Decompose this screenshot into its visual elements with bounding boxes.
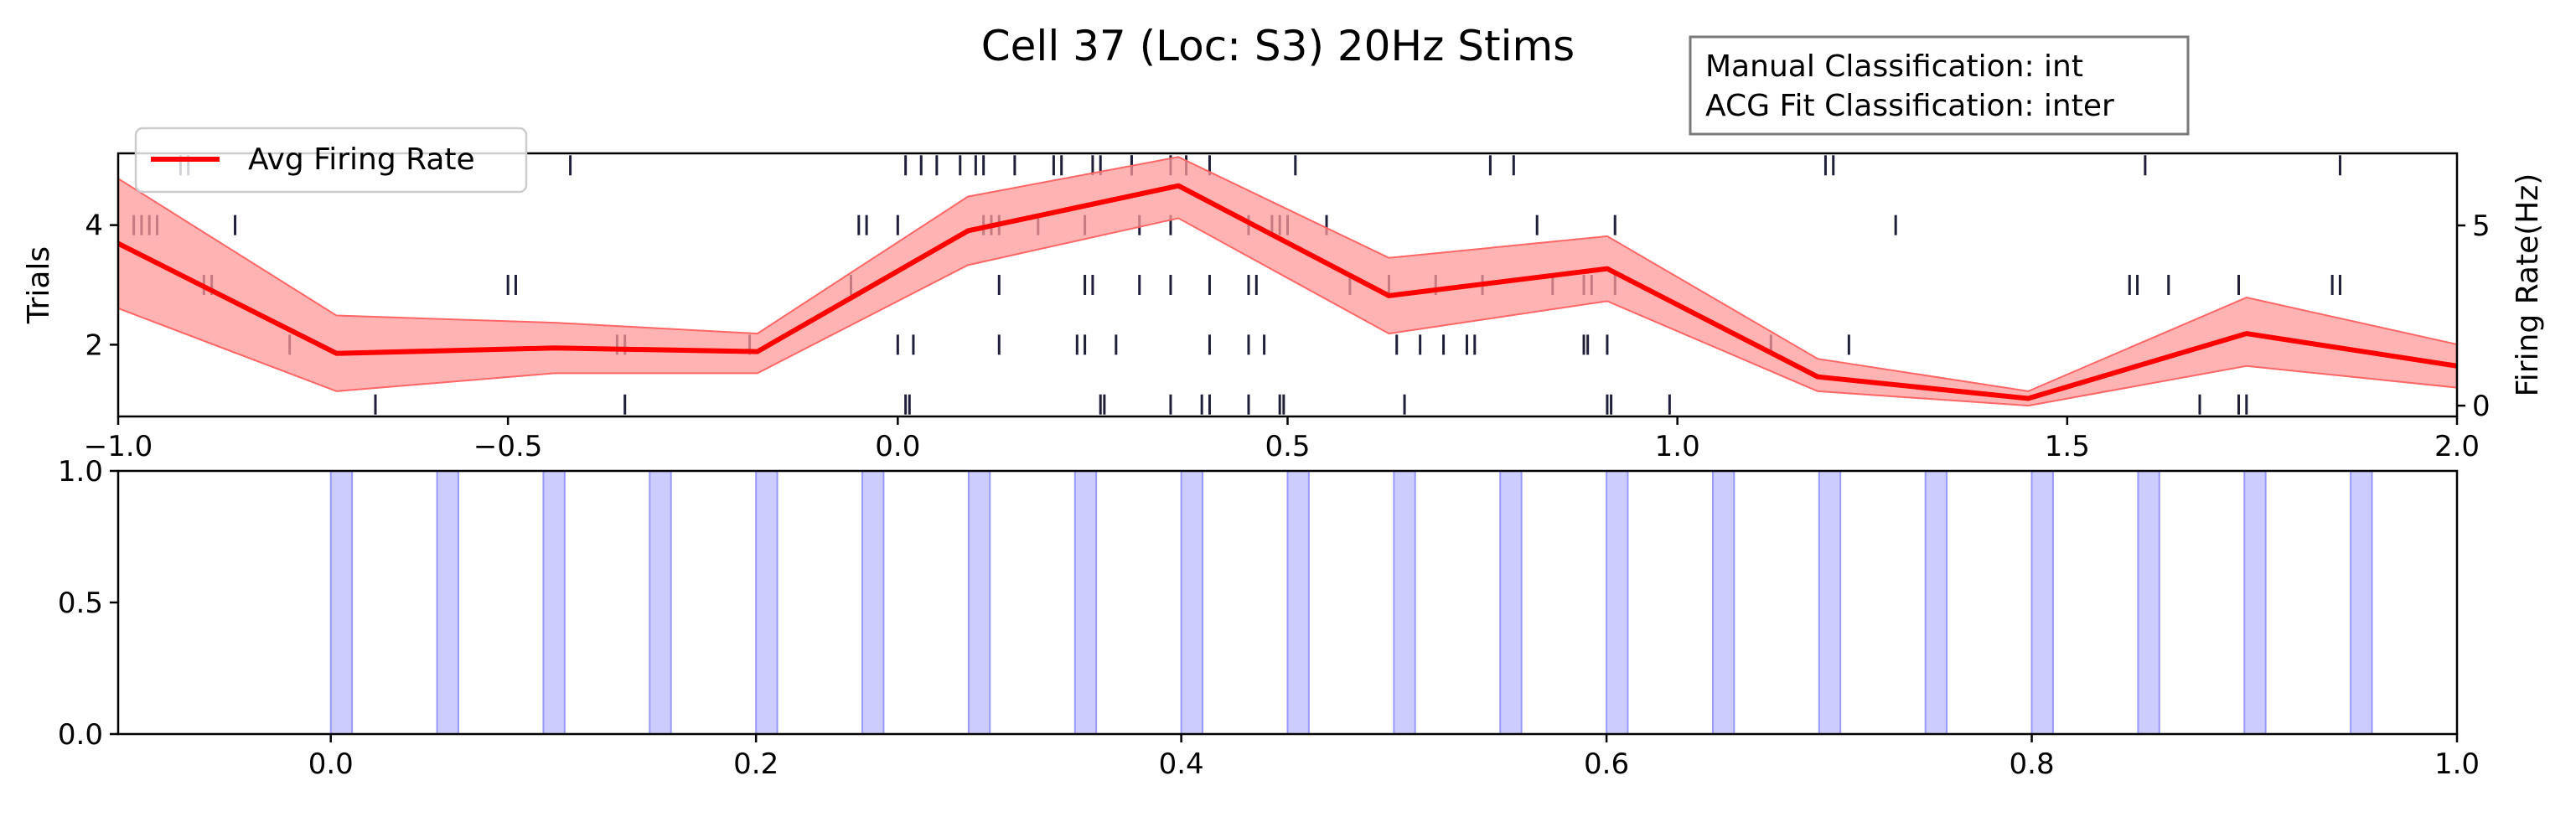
stim-bar xyxy=(329,470,354,735)
stim-bar xyxy=(1818,470,1842,735)
right-y-tick-label: 0 xyxy=(2472,390,2491,423)
legend-label: Avg Firing Rate xyxy=(248,142,475,177)
raster-plot-area xyxy=(118,155,2457,415)
x-tick-label: 0.0 xyxy=(308,747,354,781)
legend-frame xyxy=(134,127,528,194)
stim-bar xyxy=(2350,470,2373,735)
y-axis-label: Trials xyxy=(22,246,56,324)
stim-bar xyxy=(967,470,991,735)
stim-bar xyxy=(755,470,778,735)
stim-bar xyxy=(542,470,566,735)
firing-rate-line xyxy=(118,183,2457,401)
legend: Avg Firing Rate xyxy=(134,127,528,194)
y-tick-label: 4 xyxy=(85,209,103,243)
x-tick-label: 1.0 xyxy=(1655,430,1700,463)
stim-bar xyxy=(2137,470,2160,735)
y-tick-label: 1.0 xyxy=(58,455,103,489)
x-tick-label: 0.0 xyxy=(875,430,920,463)
stim-bar xyxy=(1073,470,1098,735)
acg-classification-text: ACG Fit Classification: inter xyxy=(1705,89,2114,123)
y-tick-label: 2 xyxy=(85,328,103,362)
y-tick-label: 0.5 xyxy=(58,587,103,620)
stim-bar xyxy=(1180,470,1204,735)
stim-bar xyxy=(2030,470,2054,735)
manual-classification-text: Manual Classification: int xyxy=(1705,49,2083,84)
stim-bar xyxy=(1499,470,1523,735)
stim-bar xyxy=(649,470,672,735)
stim-bar xyxy=(861,470,885,735)
classification-box: Manual Classification: int ACG Fit Class… xyxy=(1689,35,2190,136)
x-tick-label: −1.0 xyxy=(84,430,153,463)
right-y-tick-label: 5 xyxy=(2472,209,2491,243)
stim-bar xyxy=(1393,470,1416,735)
stim-bar xyxy=(1711,470,1735,735)
x-tick-label: 1.5 xyxy=(2045,430,2090,463)
stim-bar xyxy=(2243,470,2267,735)
stim-bar xyxy=(1286,470,1310,735)
stim-bar xyxy=(1924,470,1948,735)
y-tick-label: 0.0 xyxy=(58,718,103,752)
x-tick-label: 0.5 xyxy=(1265,430,1310,463)
right-y-axis-label: Firing Rate(Hz) xyxy=(2511,173,2545,397)
x-tick-label: 2.0 xyxy=(2434,430,2480,463)
x-tick-label: 0.4 xyxy=(1159,747,1204,781)
raster-panel: −1.0 −0.5 0.0 0.5 1.0 1.5 2.0 2 4 Trials 0 5 Firing … xyxy=(22,127,2545,463)
x-tick-label: 0.8 xyxy=(2010,747,2055,781)
stim-bar xyxy=(436,470,459,735)
x-tick-label: 1.0 xyxy=(2434,747,2480,781)
stim-panel: 0.0 0.2 0.4 0.6 0.8 1.0 0.0 0.5 1.0 xyxy=(58,455,2480,781)
firing-rate-band xyxy=(118,156,2457,407)
classification-box-frame xyxy=(1689,35,2190,136)
x-tick-label: 0.6 xyxy=(1584,747,1629,781)
chart-title: Cell 37 (Loc: S3) 20Hz Stims xyxy=(981,22,1575,70)
x-tick-label: −0.5 xyxy=(473,430,543,463)
x-tick-label: 0.2 xyxy=(733,747,778,781)
stim-bar xyxy=(1606,470,1629,735)
